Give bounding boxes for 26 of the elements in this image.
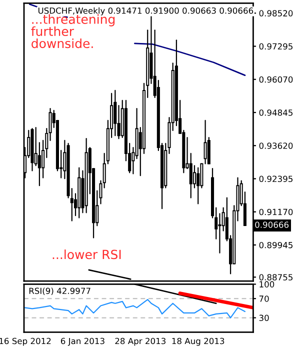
y-tick-label: 0.91170 — [259, 208, 293, 216]
annotation: ...threatening further downside. — [31, 14, 115, 48]
line-series — [24, 298, 246, 318]
annotation: ...lower RSI — [52, 250, 121, 260]
y-tick-label: 0.92395 — [259, 176, 292, 182]
y-tick-label: 100 — [260, 281, 274, 288]
x-tick-label: 16 Sep 2012 — [0, 338, 51, 346]
y-tick-label: 0.98520 — [259, 10, 293, 16]
y-tick-label: 0.88755 — [259, 274, 292, 280]
chart-title: RSI(9) 42.9977 — [29, 288, 90, 295]
x-tick-label: 18 Aug 2013 — [172, 338, 224, 346]
y-tick-label: 0.89945 — [259, 242, 292, 248]
x-tick-label: 28 Apr 2013 — [115, 338, 166, 346]
y-tick-label: 0.97295 — [259, 43, 292, 50]
y-tick-label: 0.94845 — [259, 109, 292, 116]
y-tick-label: 30 — [259, 314, 269, 322]
x-tick-label: 6 Jan 2013 — [60, 338, 104, 346]
candlestick — [114, 90, 117, 136]
candlestick — [218, 213, 222, 254]
candlestick — [117, 105, 120, 140]
candlestick — [196, 167, 200, 204]
chart-title: USDCHF,Weekly 0.91471 0.91900 0.90663 0.90666 — [38, 7, 254, 16]
text: 0.90666 — [255, 222, 289, 228]
y-tick-label: 0.93620 — [259, 142, 293, 149]
y-tick-label: 70 — [259, 296, 269, 302]
y-tick-label: 0.96070 — [259, 76, 293, 83]
